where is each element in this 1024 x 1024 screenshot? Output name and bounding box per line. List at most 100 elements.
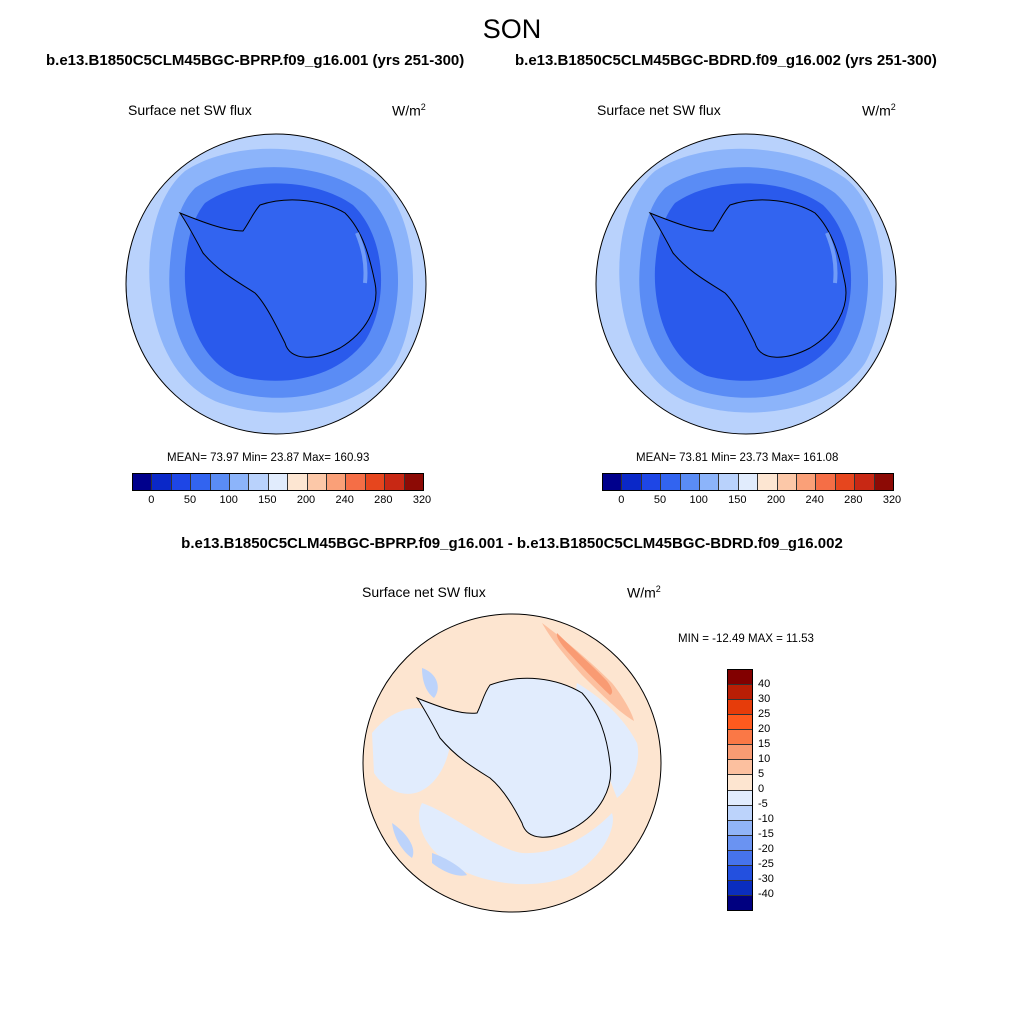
colorbar-tick-label: 240: [805, 494, 824, 506]
colorbar-tick-label: 40: [758, 678, 771, 690]
colorbar-swatch: [661, 474, 681, 490]
difference-map: [362, 613, 662, 913]
colorbar-tick-label: 320: [412, 494, 432, 506]
colorbar-tick-label: -40: [758, 888, 774, 900]
colorbar-tick-label: 30: [758, 693, 771, 705]
difference-variable-label: Surface net SW flux: [362, 584, 486, 600]
colorbar-tick-label: 0: [758, 783, 765, 795]
panel-2-stats: MEAN= 73.81 Min= 23.73 Max= 161.08: [636, 452, 839, 464]
colorbar-tick-label: 320: [882, 494, 902, 506]
map-border: [362, 613, 662, 913]
colorbar-swatch: [603, 474, 623, 490]
colorbar-swatch: [728, 685, 752, 701]
panel-2-variable-label: Surface net SW flux: [597, 102, 721, 118]
colorbar-swatch: [728, 745, 752, 761]
map-border: [125, 133, 427, 435]
colorbar-swatch: [230, 474, 250, 490]
colorbar-tick-label: 50: [653, 494, 667, 506]
colorbar-swatch: [268, 474, 289, 490]
difference-colorbar-ticks: 40 30 25 20 15 10 5 0 -5 -10 -15 -20 -25 -30 -40: [758, 669, 798, 909]
colorbar-swatch: [758, 474, 778, 490]
colorbar-tick-label: 10: [758, 753, 771, 765]
colorbar-swatch: [728, 865, 752, 881]
colorbar-tick-label: 0: [618, 494, 625, 506]
colorbar-swatch: [728, 670, 752, 686]
colorbar-swatch: [719, 474, 739, 490]
colorbar-swatch: [171, 474, 192, 490]
difference-stats: MIN = -12.49 MAX = 11.53: [678, 633, 814, 645]
colorbar-tick-label: -10: [758, 813, 774, 825]
colorbar-tick-label: -25: [758, 858, 774, 870]
colorbar-tick-label: 20: [758, 723, 771, 735]
panel-1-map: [125, 133, 427, 435]
colorbar-swatch: [728, 835, 752, 851]
colorbar-swatch: [738, 474, 759, 490]
colorbar-tick-label: 280: [844, 494, 863, 506]
colorbar-tick-label: -15: [758, 828, 774, 840]
colorbar-tick-label: 50: [183, 494, 197, 506]
colorbar-tick-label: -5: [758, 798, 768, 810]
map-border: [595, 133, 897, 435]
difference-units: W/m2: [627, 584, 661, 601]
colorbar-swatch: [152, 474, 172, 490]
colorbar-swatch: [622, 474, 642, 490]
diff-blue-patch: [432, 853, 467, 876]
panel-1-units: W/m2: [392, 102, 426, 119]
colorbar-swatch: [728, 790, 752, 806]
colorbar-swatch: [728, 715, 752, 731]
difference-colorbar: [727, 669, 753, 911]
panel-2-case-title: b.e13.B1850C5CLM45BGC-BDRD.f09_g16.002 (…: [515, 52, 937, 69]
colorbar-swatch: [728, 805, 752, 821]
colorbar-swatch: [816, 474, 836, 490]
colorbar-swatch: [835, 474, 856, 490]
panel-1-colorbar: [132, 473, 424, 491]
colorbar-tick-label: 200: [766, 494, 786, 506]
panel-1-variable-label: Surface net SW flux: [128, 102, 252, 118]
colorbar-swatch: [365, 474, 386, 490]
colorbar-tick-label: 200: [296, 494, 316, 506]
diff-red-band: [556, 633, 613, 695]
colorbar-swatch: [777, 474, 798, 490]
colorbar-swatch: [346, 474, 366, 490]
colorbar-tick-label: 25: [758, 708, 771, 720]
colorbar-tick-label: 5: [758, 768, 765, 780]
colorbar-tick-label: -20: [758, 843, 774, 855]
antarctica-outline: [178, 199, 377, 358]
colorbar-swatch: [385, 474, 405, 490]
colorbar-tick-label: 150: [258, 494, 277, 506]
panel-2-map: [595, 133, 897, 435]
panel-2-colorbar-ticks: 0 50 100 150 200 240 280 320: [602, 494, 901, 508]
panel-1-colorbar-ticks: 0 50 100 150 200 240 280 320: [132, 494, 431, 508]
colorbar-swatch: [728, 895, 752, 910]
colorbar-tick-label: 0: [148, 494, 155, 506]
panel-2-colorbar: [602, 473, 894, 491]
colorbar-swatch: [728, 760, 752, 776]
colorbar-swatch: [797, 474, 817, 490]
colorbar-tick-label: 100: [219, 494, 238, 506]
panel-1-case-title: b.e13.B1850C5CLM45BGC-BPRP.f09_g16.001 (…: [46, 52, 465, 69]
colorbar-swatch: [728, 700, 752, 716]
colorbar-swatch: [700, 474, 720, 490]
colorbar-swatch: [855, 474, 875, 490]
colorbar-swatch: [307, 474, 328, 490]
colorbar-tick-label: 15: [758, 738, 771, 750]
colorbar-swatch: [327, 474, 347, 490]
colorbar-swatch: [728, 880, 752, 896]
colorbar-swatch: [249, 474, 269, 490]
antarctica-outline: [415, 677, 612, 838]
diff-light-blue-patch: [372, 708, 451, 794]
colorbar-tick-label: 240: [335, 494, 354, 506]
colorbar-swatch: [210, 474, 231, 490]
colorbar-tick-label: -30: [758, 873, 774, 885]
colorbar-swatch: [728, 775, 752, 791]
colorbar-swatch: [404, 474, 424, 490]
colorbar-swatch: [191, 474, 211, 490]
panel-1-stats: MEAN= 73.97 Min= 23.87 Max= 160.93: [167, 452, 370, 464]
colorbar-swatch: [728, 850, 752, 866]
antarctica-outline: [648, 199, 847, 358]
colorbar-tick-label: 150: [728, 494, 747, 506]
colorbar-swatch: [728, 730, 752, 746]
colorbar-tick-label: 100: [689, 494, 708, 506]
colorbar-swatch: [874, 474, 894, 490]
panel-2-units: W/m2: [862, 102, 896, 119]
